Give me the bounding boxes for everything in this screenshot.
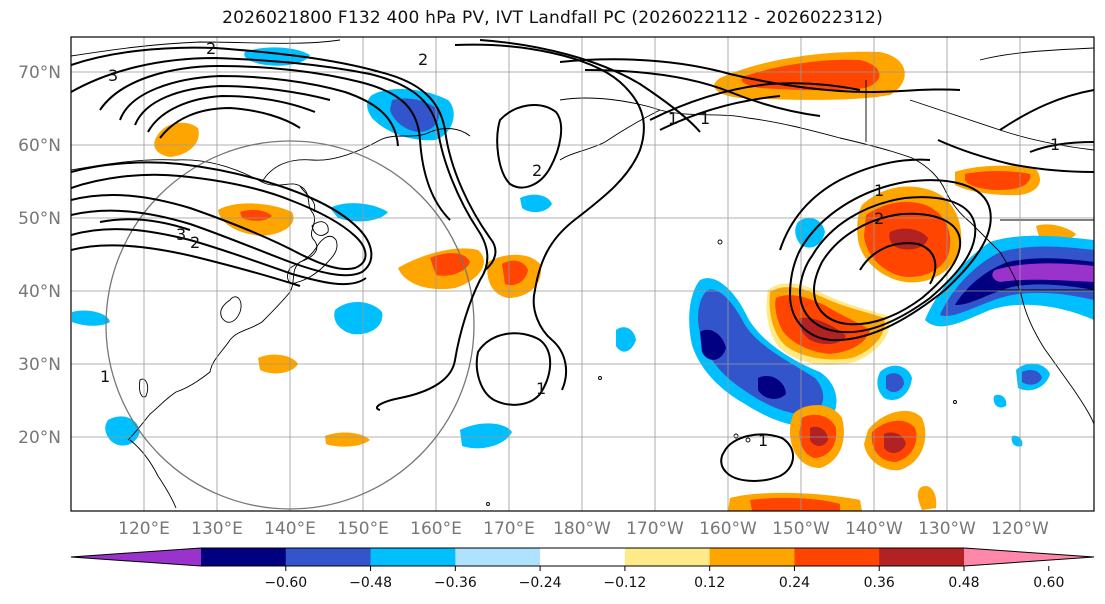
contour-label: 1 xyxy=(668,109,678,128)
lat-label: 40°N xyxy=(18,282,61,302)
lon-label: 120°E xyxy=(118,519,170,539)
anomaly-negative xyxy=(698,289,824,415)
anomaly-negative xyxy=(72,310,110,326)
colorbar-tick-label: −0.48 xyxy=(349,575,392,591)
anomaly-negative xyxy=(334,301,383,335)
anomaly-positive xyxy=(917,486,937,510)
colorbar-segment xyxy=(455,548,541,566)
anomaly-positive xyxy=(325,432,370,447)
anomaly-negative xyxy=(460,423,512,449)
colorbar-tick-label: −0.60 xyxy=(264,575,307,591)
anomaly-positive xyxy=(799,317,846,345)
lon-label: 180°W xyxy=(553,519,611,539)
lon-label: 130°W xyxy=(918,519,976,539)
lat-label: 60°N xyxy=(18,136,61,156)
anomaly-negative xyxy=(520,194,552,213)
anomaly-positive xyxy=(810,426,828,446)
colorbar-segment xyxy=(794,548,880,566)
lon-label: 150°W xyxy=(772,519,830,539)
lon-label: 150°E xyxy=(337,519,389,539)
contour-label: 2 xyxy=(418,50,428,69)
colorbar-extend-low xyxy=(71,548,201,566)
colorbar-tick-label: −0.12 xyxy=(603,575,646,591)
lon-label: 170°W xyxy=(626,519,684,539)
contour-label: 1 xyxy=(700,109,710,128)
anomaly-negative xyxy=(992,263,1094,282)
contour-labels: 3 2 2 3 2 1 2 1 1 1 2 1 1 1 xyxy=(100,39,1060,450)
lon-label: 140°W xyxy=(845,519,903,539)
anomaly-negative xyxy=(616,327,636,352)
colorbar-segment xyxy=(879,548,965,566)
lon-label: 140°E xyxy=(264,519,316,539)
colorbar-extend-high xyxy=(964,548,1094,566)
contour-label: 3 xyxy=(108,66,118,85)
latitude-labels: 70°N 60°N 50°N 40°N 30°N 20°N xyxy=(18,63,61,448)
colorbar-tick-label: 0.36 xyxy=(864,575,895,591)
anomaly-negative xyxy=(993,394,1007,408)
colorbar-segment xyxy=(201,548,287,566)
contour-label: 1 xyxy=(1050,135,1060,154)
contour-label: 2 xyxy=(190,233,200,252)
anomaly-positive xyxy=(750,497,840,511)
lat-label: 20°N xyxy=(18,428,61,448)
lon-label: 120°W xyxy=(991,519,1049,539)
lon-label: 170°E xyxy=(483,519,535,539)
map-frame xyxy=(70,36,1095,512)
colorbar-segment xyxy=(285,548,372,566)
colorbar-tick-label: −0.36 xyxy=(434,575,477,591)
lat-label: 50°N xyxy=(18,209,61,229)
colorbar-tick-label: 0.24 xyxy=(779,575,810,591)
colorbar-tick-label: 0.12 xyxy=(694,575,725,591)
lon-label: 160°W xyxy=(699,519,757,539)
colorbar-segment xyxy=(624,548,711,566)
colorbar-segment xyxy=(709,548,795,566)
lat-label: 70°N xyxy=(18,63,61,83)
longitude-labels: 120°E 130°E 140°E 150°E 160°E 170°E 180°… xyxy=(118,519,1049,539)
anomaly-negative xyxy=(758,375,786,399)
shaded-anomalies xyxy=(72,47,1094,511)
contour-label: 2 xyxy=(206,39,216,58)
anomaly-positive xyxy=(502,260,528,286)
anomaly-negative xyxy=(886,373,904,393)
lon-label: 160°E xyxy=(410,519,462,539)
colorbar: −0.60 −0.48 −0.36 −0.24 −0.12 0.12 0.24 0.36 0.4… xyxy=(70,547,1095,591)
lat-label: 30°N xyxy=(18,355,61,375)
colorbar-outline xyxy=(70,547,1095,567)
contour-label: 1 xyxy=(536,379,546,398)
colorbar-segment xyxy=(370,548,456,566)
contour-label: 1 xyxy=(100,367,110,386)
colorbar-segment xyxy=(540,548,626,566)
lon-label: 130°E xyxy=(191,519,243,539)
contour-label: 1 xyxy=(874,181,884,200)
landfall-radius-circle xyxy=(105,140,475,510)
gridlines xyxy=(71,37,1094,511)
contour-label: 1 xyxy=(758,431,768,450)
anomaly-negative xyxy=(1022,370,1042,385)
contour-label: 3 xyxy=(176,225,186,244)
anomaly-positive xyxy=(965,171,1031,190)
colorbar-tick-label: 0.48 xyxy=(948,575,979,591)
contour-label: 2 xyxy=(874,209,884,228)
colorbar-tick-label: 0.60 xyxy=(1033,575,1064,591)
anomaly-positive xyxy=(430,253,470,276)
colorbar-tick-label: −0.24 xyxy=(519,575,562,591)
contour-label: 2 xyxy=(532,161,542,180)
pv-contours xyxy=(71,39,1094,482)
anomaly-negative xyxy=(700,329,726,360)
map-title: 2026021800 F132 400 hPa PV, IVT Landfall… xyxy=(222,8,883,28)
anomaly-positive xyxy=(884,432,906,453)
anomaly-negative xyxy=(105,416,140,446)
